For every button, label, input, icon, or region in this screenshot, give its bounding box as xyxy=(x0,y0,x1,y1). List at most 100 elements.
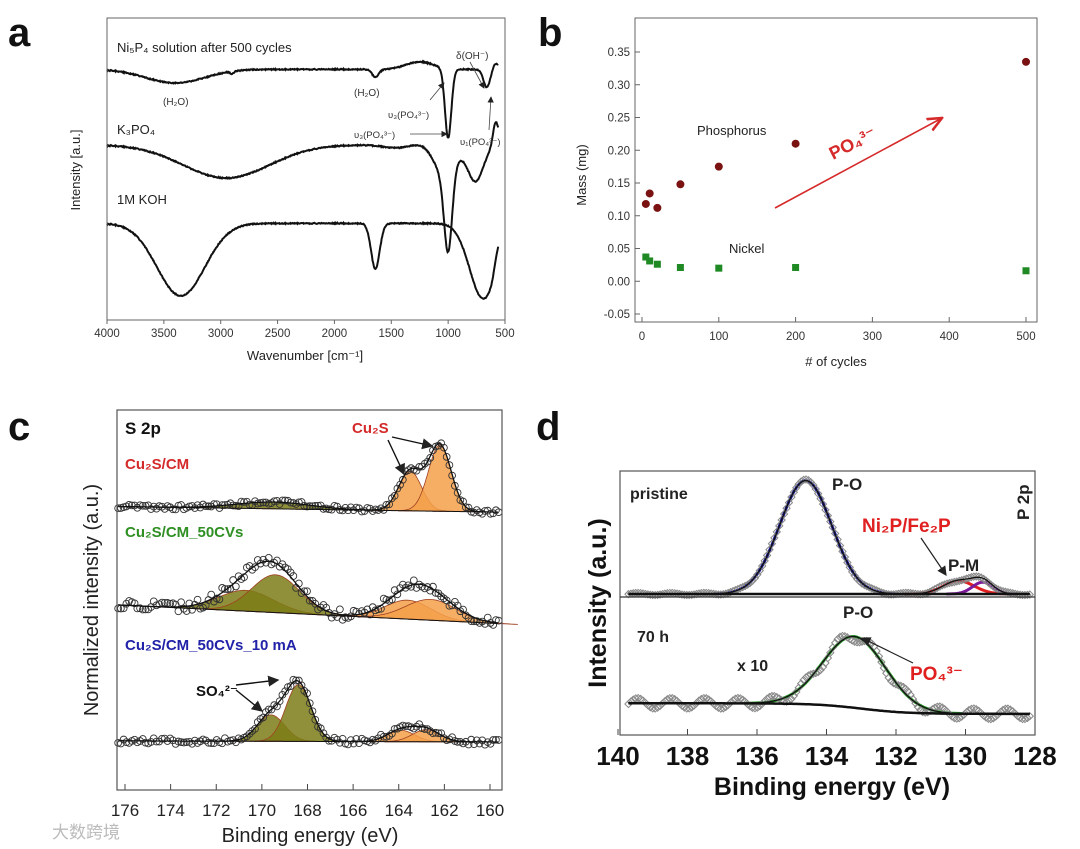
peak-label: Ni₂P/Fe₂P xyxy=(862,516,951,537)
panel-label-d: d xyxy=(536,405,560,449)
data-point-phosphorus xyxy=(1022,57,1030,66)
x-tick-label: 4000 xyxy=(94,328,120,340)
data-point-nickel xyxy=(646,257,654,265)
data-point xyxy=(207,590,216,599)
data-point xyxy=(281,496,289,505)
panel-label-a: a xyxy=(8,11,31,55)
y-tick-label: 0.00 xyxy=(608,276,630,288)
spectrum-line xyxy=(106,121,500,255)
x-tick-label: 172 xyxy=(202,801,230,820)
data-point xyxy=(303,587,311,596)
annotation-arrow xyxy=(387,439,405,476)
series-label: Cu₂S/CM_50CVs xyxy=(125,524,243,541)
data-point xyxy=(160,598,169,607)
data-point xyxy=(234,502,243,511)
data-point xyxy=(823,511,833,520)
x-tick-label: 162 xyxy=(430,801,458,820)
x-tick-label: 170 xyxy=(248,801,276,820)
data-point xyxy=(193,501,202,510)
data-point xyxy=(470,508,478,517)
data-point xyxy=(840,552,850,562)
x-tick-label: 300 xyxy=(863,331,882,343)
data-point xyxy=(338,735,347,743)
data-point-nickel xyxy=(653,260,661,268)
x-tick-label: 100 xyxy=(709,331,728,343)
data-point xyxy=(336,605,344,614)
annotation: δ(OH⁻) xyxy=(456,51,489,62)
data-point xyxy=(303,502,311,511)
data-point xyxy=(188,502,196,510)
y-axis-title: Normalized intensity (a.u.) xyxy=(81,484,103,716)
data-point xyxy=(204,738,213,747)
data-point xyxy=(341,503,350,512)
data-point xyxy=(305,699,314,708)
data-point xyxy=(180,738,188,747)
data-point xyxy=(709,589,718,599)
data-point xyxy=(119,735,128,744)
data-point xyxy=(772,527,782,537)
data-point xyxy=(182,607,191,615)
data-point xyxy=(130,501,139,510)
data-point xyxy=(278,496,287,505)
x-tick-label: 164 xyxy=(385,801,413,820)
y-tick-label: -0.05 xyxy=(604,309,630,321)
plot-frame xyxy=(106,17,506,321)
x-tick-label: 2000 xyxy=(322,328,348,340)
x-tick-label: 1500 xyxy=(378,328,404,340)
annotation-arrow xyxy=(860,637,914,664)
data-point xyxy=(177,738,185,746)
data-point xyxy=(251,497,259,506)
data-point xyxy=(311,715,320,724)
peak-label: P-O xyxy=(843,603,873,622)
y-tick-label: 0.20 xyxy=(608,145,630,157)
data-point xyxy=(721,702,730,712)
series-label: Ni₅P₄ solution after 500 cycles xyxy=(117,40,292,55)
y-axis-title: Intensity [a.u.] xyxy=(68,130,83,211)
data-point xyxy=(901,684,910,694)
annotation: υ₃(PO₄³⁻) xyxy=(388,110,429,121)
data-point xyxy=(199,603,207,612)
data-point xyxy=(694,589,704,598)
data-point xyxy=(297,498,306,506)
data-point xyxy=(709,699,718,709)
panel-c: c 176 174 172 170 168 166 164 162 160 S 2p Cu₂S/… xyxy=(8,405,518,847)
scale-label: x 10 xyxy=(737,658,768,675)
data-point xyxy=(440,594,448,603)
x-tick-label: 134 xyxy=(805,741,849,771)
data-point xyxy=(253,499,262,508)
data-point xyxy=(338,506,347,515)
data-point xyxy=(221,585,229,593)
panel-label-b: b xyxy=(538,11,562,55)
x-tick-label: 140 xyxy=(596,741,639,771)
data-point-nickel xyxy=(792,263,800,271)
annotation-arrow xyxy=(469,61,485,89)
data-point xyxy=(399,475,407,484)
data-point xyxy=(409,576,418,585)
data-point xyxy=(308,707,317,716)
data-point xyxy=(114,604,123,613)
annotation: (H₂O) xyxy=(163,97,189,108)
fit-envelope xyxy=(118,443,498,513)
data-point xyxy=(382,500,391,509)
y-tick-label: 0.05 xyxy=(608,244,630,256)
data-point xyxy=(193,595,202,604)
data-point xyxy=(467,735,476,744)
data-point xyxy=(426,453,435,462)
y-tick-label: 0.35 xyxy=(608,47,630,59)
data-point xyxy=(341,613,350,622)
data-point xyxy=(245,729,254,738)
plot-frame xyxy=(619,470,1036,736)
data-point xyxy=(704,695,713,704)
annotation: υ₃(PO₄³⁻) xyxy=(354,130,395,141)
data-point xyxy=(470,740,478,749)
x-axis-title: Wavenumber [cm⁻¹] xyxy=(247,348,363,363)
annotation-so4: SO₄²⁻ xyxy=(196,683,238,700)
annotation-arrow xyxy=(429,82,445,101)
data-point xyxy=(801,673,811,682)
data-point xyxy=(442,453,451,461)
data-point xyxy=(294,498,303,507)
data-point xyxy=(177,598,185,607)
data-point-phosphorus xyxy=(714,162,723,171)
data-point xyxy=(489,736,498,744)
